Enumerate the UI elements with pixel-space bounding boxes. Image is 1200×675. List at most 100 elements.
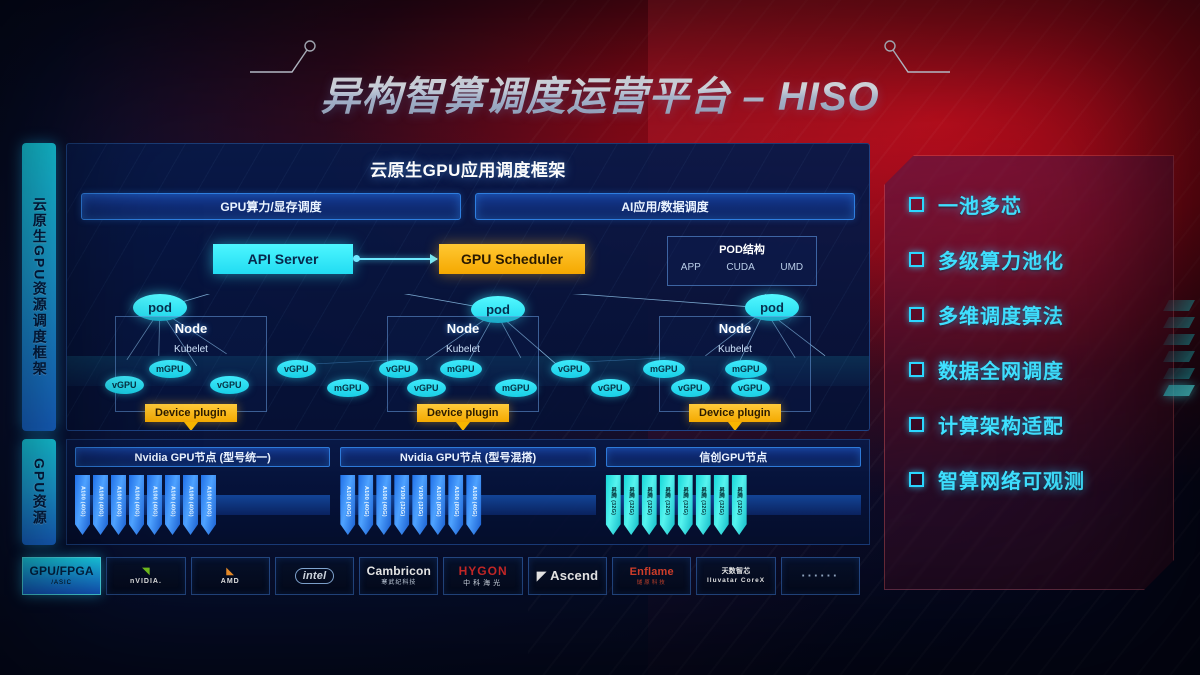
gpu-group-title-3: 信创GPU节点 [605, 447, 861, 467]
vendor-logo-iluvatar[interactable]: 天数智芯 Iluvatar CoreX [696, 557, 776, 595]
device-plugin-1[interactable]: Device plugin [145, 404, 237, 422]
device-plugin-3[interactable]: Device plugin [689, 404, 781, 422]
gpu-card[interactable]: A100 (40G) [93, 475, 108, 535]
gpu-card-label: 昇腾 (32G) [664, 486, 671, 516]
gpu-chip-float-vgpu-2[interactable]: vGPU [551, 360, 590, 378]
device-plugin-2[interactable]: Device plugin [417, 404, 509, 422]
gpu-card-label: A100 (40G) [97, 485, 104, 517]
pod-node-2[interactable]: pod [471, 296, 525, 323]
gpu-chip-n2-vgpu-b[interactable]: vGPU [407, 379, 446, 397]
gpu-card[interactable]: 昇腾 (32G) [623, 475, 639, 535]
gpu-chip-n1-vgpu-b[interactable]: vGPU [210, 376, 249, 394]
gpu-card[interactable]: A100 (40G) [129, 475, 144, 535]
gpu-card[interactable]: 昇腾 (32G) [713, 475, 729, 535]
vendor-logo-subtitle: 中科海光 [463, 579, 504, 587]
gpu-card[interactable]: A100 (40G) [358, 475, 374, 535]
gpu-card-stack-1: A100 (40G) A100 (40G) A100 (40G) A100 (40G)… [75, 475, 331, 537]
pod-structure-items: APP CUDA UMD [668, 257, 816, 273]
gpu-card-label: 昇腾 (32G) [610, 486, 617, 516]
gpu-card[interactable]: A100 (40G) [201, 475, 216, 535]
gpu-card[interactable]: A100 (40G) [466, 475, 482, 535]
feature-item[interactable]: 一池多芯 [909, 190, 1173, 219]
vendor-logo-nvidia[interactable]: ◥ nVIDIA. [106, 557, 186, 595]
gpu-chip-n3-vgpu-a[interactable]: vGPU [671, 379, 710, 397]
gpu-card[interactable]: A100 (40G) [147, 475, 162, 535]
pill-gpu-compute-memory-scheduling[interactable]: GPU算力/显存调度 [81, 193, 461, 220]
framework-title: 云原生GPU应用调度框架 [370, 161, 566, 180]
gpu-card-label: A100 (40G) [470, 485, 477, 517]
gpu-resource-section: Nvidia GPU节点 (型号统一) A100 (40G) A100 (40G)… [66, 439, 870, 545]
feature-item[interactable]: 智算网络可观测 [909, 465, 1173, 494]
gpu-card[interactable]: V100 (32G) [394, 475, 410, 535]
gpu-card[interactable]: 昇腾 (32G) [641, 475, 657, 535]
gpu-card-label: V100 (32G) [416, 485, 423, 517]
gpu-scheduler-node[interactable]: GPU Scheduler [439, 244, 585, 274]
vendor-logo-subtitle: /ASIC [51, 580, 72, 587]
gpu-card[interactable]: A100 (40G) [376, 475, 392, 535]
vendor-logo-enflame[interactable]: Enflame 燧原科技 [612, 557, 692, 595]
vendor-logo-name: ◥ [142, 565, 150, 577]
feature-item[interactable]: 计算架构适配 [909, 410, 1173, 439]
vendor-logo-hygon[interactable]: HYGON 中科海光 [443, 557, 523, 595]
gpu-card[interactable]: A100 (40G) [165, 475, 180, 535]
gpu-chip-n2-mgpu-a[interactable]: mGPU [440, 360, 482, 378]
gpu-card[interactable]: 昇腾 (32G) [731, 475, 747, 535]
checkbox-square-icon [909, 472, 924, 487]
framework-body: 云原生GPU应用调度框架 GPU算力/显存调度 AI应用/数据调度 API Se… [66, 143, 870, 431]
vendor-logo-ascend[interactable]: ◤ Ascend [527, 557, 608, 595]
gpu-card[interactable]: A100 (40G) [340, 475, 356, 535]
gpu-card-label: A100 (40G) [344, 485, 351, 517]
gpu-chip-n3-mgpu-b[interactable]: mGPU [725, 360, 767, 378]
gpu-card-label: A100 (40G) [115, 485, 122, 517]
gpu-chip-float-vgpu-1[interactable]: vGPU [277, 360, 316, 378]
vendor-logo-cambricon[interactable]: Cambricon 寒武纪科技 [359, 557, 439, 595]
gpu-card[interactable]: A100 (80G) [430, 475, 446, 535]
gpu-chip-float-mgpu-1[interactable]: mGPU [327, 379, 369, 397]
gpu-card-stack-3: 昇腾 (32G) 昇腾 (32G) 昇腾 (32G) 昇腾 (32G) 昇腾 (32G)… [605, 475, 862, 537]
gpu-chip-n1-mgpu[interactable]: mGPU [149, 360, 191, 378]
gpu-card[interactable]: A100 (40G) [183, 475, 198, 535]
gpu-card[interactable]: 昇腾 (32G) [605, 475, 621, 535]
vendor-logo-name: ◤ Ascend [536, 567, 599, 583]
gpu-chip-n2-mgpu-b[interactable]: mGPU [495, 379, 537, 397]
gpu-card[interactable]: 昇腾 (32G) [677, 475, 693, 535]
vendor-logo-first[interactable]: GPU/FPGA/ASIC [22, 557, 102, 595]
gpu-chip-n2-vgpu-a[interactable]: vGPU [379, 360, 418, 378]
gpu-card[interactable]: V100 (32G) [412, 475, 428, 535]
pill-ai-app-data-scheduling[interactable]: AI应用/数据调度 [475, 193, 855, 220]
pod-node-3[interactable]: pod [745, 294, 799, 321]
gpu-card[interactable]: A100 (40G) [75, 475, 90, 535]
title-decoration-right-icon [880, 38, 950, 78]
vendor-logo-amd[interactable]: ◣ AMD [190, 557, 270, 595]
feature-item[interactable]: 多维调度算法 [909, 300, 1173, 329]
page-title: 异构智算调度运营平台 – HISO [320, 64, 879, 122]
api-to-scheduler-arrow-icon [353, 254, 438, 264]
vendor-logo-intel[interactable]: intel [274, 557, 355, 595]
gpu-card-label: V100 (32G) [398, 485, 405, 517]
gpu-card[interactable]: A100 (40G) [111, 475, 126, 535]
gpu-card[interactable]: 昇腾 (32G) [695, 475, 711, 535]
gpu-card[interactable]: 昇腾 (32G) [659, 475, 675, 535]
feature-label: 多维调度算法 [938, 306, 1064, 328]
checkbox-square-icon [909, 252, 924, 267]
gpu-chip-n1-vgpu-a[interactable]: vGPU [105, 376, 144, 394]
checkbox-square-icon [909, 417, 924, 432]
vendor-logo-name: Cambricon [366, 564, 432, 579]
gpu-chip-float-vgpu-3[interactable]: vGPU [591, 379, 630, 397]
feature-label: 多级算力池化 [938, 251, 1064, 273]
gpu-card-label: A100 (80G) [434, 485, 441, 517]
gpu-card-label: A100 (40G) [169, 485, 176, 517]
architecture-panel: 云原生GPU资源调度框架 GPU资源 云原生GPU应用调度框架 GPU算力/显存… [22, 143, 870, 598]
gpu-chip-n3-mgpu-a[interactable]: mGPU [643, 360, 685, 378]
feature-item[interactable]: 数据全网调度 [909, 355, 1173, 384]
pod-node-1[interactable]: pod [133, 294, 187, 321]
gpu-card-label: A100 (40G) [133, 485, 140, 517]
api-server-node[interactable]: API Server [213, 244, 353, 274]
gpu-card[interactable]: A100 (80G) [448, 475, 464, 535]
feature-item[interactable]: 多级算力池化 [909, 245, 1173, 274]
gpu-chip-n3-vgpu-b[interactable]: vGPU [731, 379, 770, 397]
vendor-logo-name: GPU/FPGA [29, 564, 94, 579]
pod-struct-item-cuda: CUDA [726, 262, 755, 273]
vendor-logo-more[interactable]: ······ [780, 557, 860, 595]
checkbox-square-icon [909, 307, 924, 322]
